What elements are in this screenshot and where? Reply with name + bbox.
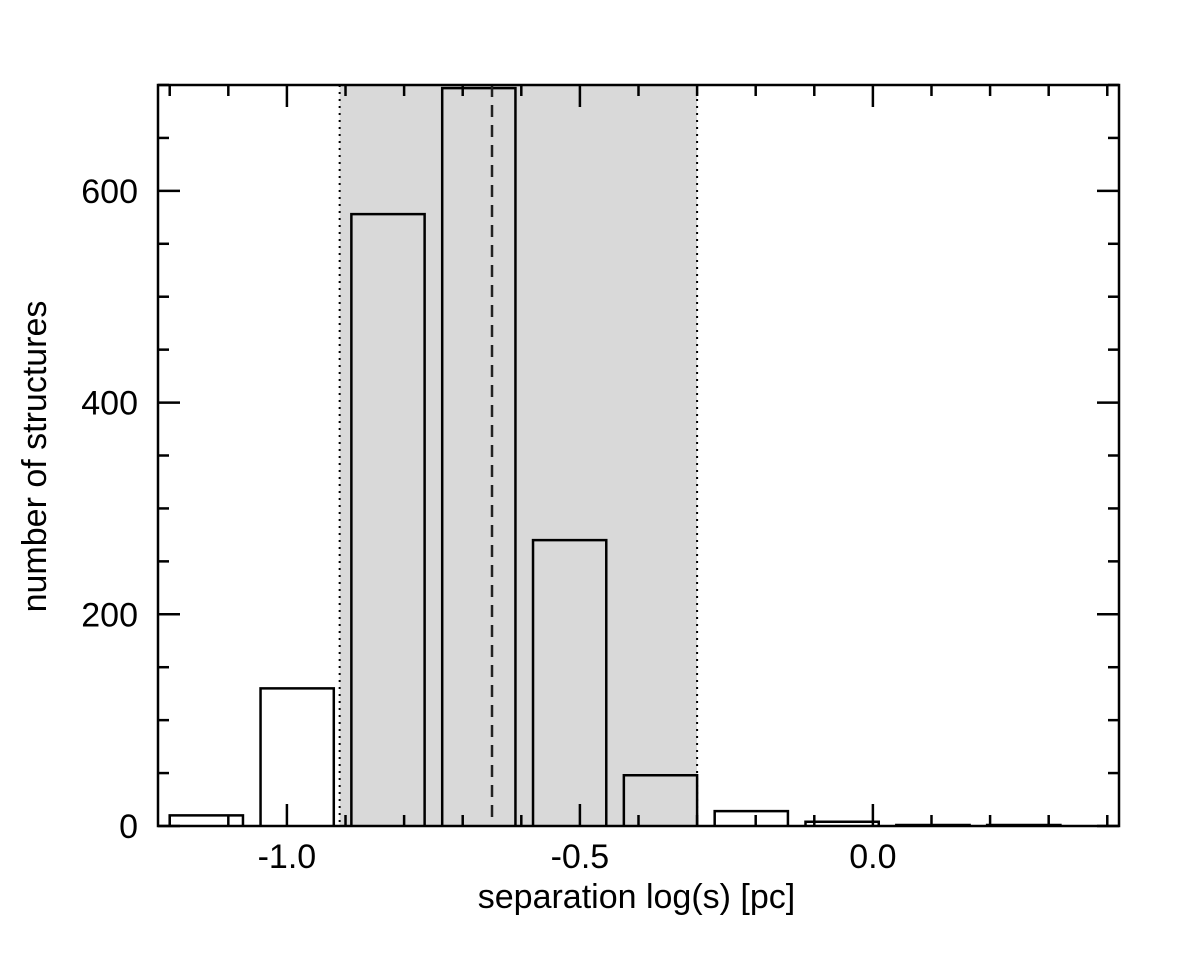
histogram-bar [531, 538, 608, 826]
x-tick-label: 0.0 [849, 838, 896, 876]
ticks-layer [158, 83, 1119, 828]
histogram-bar [804, 820, 880, 826]
y-tick-label: 600 [81, 173, 138, 211]
histogram-bar [350, 212, 426, 826]
x-tick-label: -0.5 [551, 838, 610, 876]
y-tick-label: 400 [81, 385, 138, 423]
shaded-range [339, 85, 698, 826]
bars-layer [168, 86, 1062, 827]
y-tick-label: 0 [119, 808, 138, 846]
shaded-region-layer [339, 85, 698, 826]
histogram-bar [440, 86, 517, 826]
y-tick-label: 200 [81, 596, 138, 634]
histogram-bar [259, 687, 336, 826]
reference-lines-layer [338, 85, 699, 826]
tick-labels-layer: -1.0 -0.5 0.0 0 200 400 600 [81, 173, 896, 876]
x-axis-label: separation log(s) [pc] [478, 878, 796, 916]
y-axis-label: number of structures [16, 301, 54, 613]
histogram-bar [168, 814, 245, 826]
histogram-bar [713, 809, 790, 826]
x-tick-label: -1.0 [258, 838, 317, 876]
